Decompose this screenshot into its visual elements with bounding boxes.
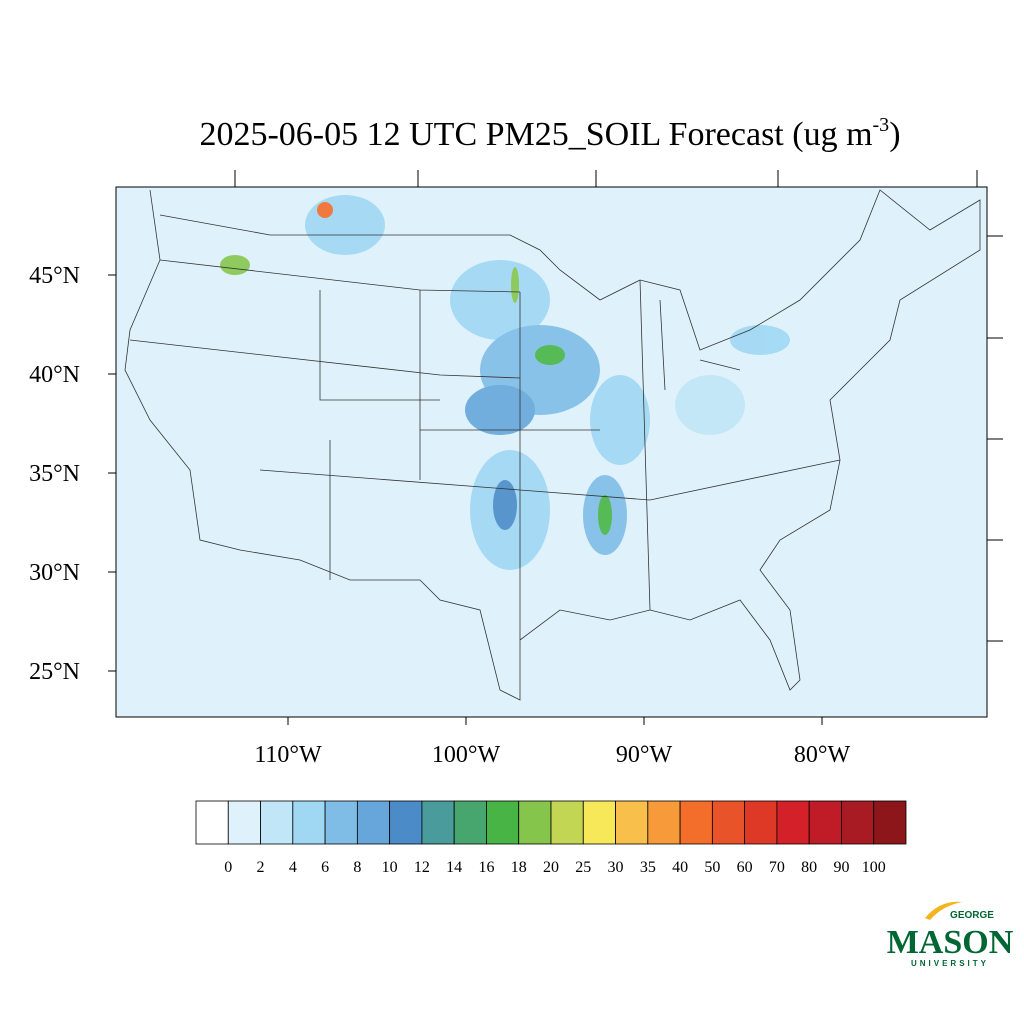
colorbar-label: 10	[382, 859, 398, 876]
colorbar-label: 100	[862, 859, 886, 876]
colorbar-box	[421, 800, 455, 845]
lon-label: 100°W	[432, 742, 501, 768]
logo-swoosh	[925, 901, 962, 920]
colorbar-box	[744, 800, 778, 845]
colorbar-box	[518, 800, 552, 845]
colorbar-label: 0	[224, 859, 232, 876]
colorbar-label: 4	[289, 859, 297, 876]
colorbar-label: 12	[414, 859, 430, 876]
colorbar-label: 14	[446, 859, 462, 876]
colorbar-label: 6	[321, 859, 329, 876]
lat-label: 25°N	[29, 659, 80, 685]
colorbar-label: 90	[833, 859, 849, 876]
colorbar-label: 20	[543, 859, 559, 876]
colorbar-box	[389, 800, 423, 845]
colorbar-box	[227, 800, 261, 845]
map-ticks	[108, 170, 1003, 725]
logo-name: MASON	[887, 924, 1014, 961]
colorbar-box	[647, 800, 681, 845]
plume-areas	[220, 195, 790, 570]
colorbar-box	[324, 800, 358, 845]
title-main: 2025-06-05 12 UTC PM25_SOIL Forecast (ug…	[199, 116, 872, 153]
logo-bottom: UNIVERSITY	[911, 959, 989, 968]
lat-label: 40°N	[29, 362, 80, 388]
boundaries	[124, 189, 981, 701]
map-frame	[115, 186, 988, 718]
colorbar-box	[711, 800, 746, 845]
colorbar-box	[486, 800, 520, 845]
colorbar-label: 25	[575, 859, 591, 876]
colorbar-label: 40	[672, 859, 688, 876]
colorbar-box	[292, 800, 326, 845]
colorbar-box	[808, 800, 842, 845]
colorbar-label: 70	[769, 859, 785, 876]
colorbar-box	[550, 800, 584, 845]
colorbar-box	[195, 800, 229, 845]
lon-label: 90°W	[616, 742, 673, 768]
colorbar-label: 2	[257, 859, 265, 876]
colorbar-box	[453, 800, 487, 845]
map	[108, 170, 1003, 725]
colorbar-label: 16	[478, 859, 494, 876]
colorbar-label: 80	[801, 859, 817, 876]
colorbar-label: 30	[608, 859, 624, 876]
lat-label: 35°N	[29, 461, 80, 487]
lon-label: 80°W	[794, 742, 851, 768]
lat-label: 30°N	[29, 560, 80, 586]
colorbar-box	[873, 800, 907, 845]
colorbar-box	[582, 800, 616, 845]
lat-label: 45°N	[29, 263, 80, 289]
colorbar-box	[356, 800, 391, 845]
logo-top: GEORGE	[950, 910, 994, 921]
colorbar-box	[679, 800, 713, 845]
colorbar-label: 50	[704, 859, 720, 876]
logo: GEORGE MASON UNIVERSITY	[887, 901, 1014, 968]
colorbar-box	[260, 800, 294, 845]
colorbar-label: 35	[640, 859, 656, 876]
colorbar-box	[841, 800, 875, 845]
colorbar-label: 60	[737, 859, 753, 876]
colorbar-box	[615, 800, 649, 845]
lon-label: 110°W	[254, 742, 322, 768]
title-end: )	[889, 116, 900, 153]
colorbar: 0 2 4 6 8 10 12 14 16 18 20 25 30 35 40 50 60 70 80 90 100	[195, 800, 907, 876]
colorbar-label: 18	[511, 859, 527, 876]
colorbar-box	[776, 800, 810, 845]
title: 2025-06-05 12 UTC PM25_SOIL Forecast (ug…	[199, 114, 900, 153]
title-sup: -3	[873, 114, 890, 136]
colorbar-label: 8	[353, 859, 361, 876]
